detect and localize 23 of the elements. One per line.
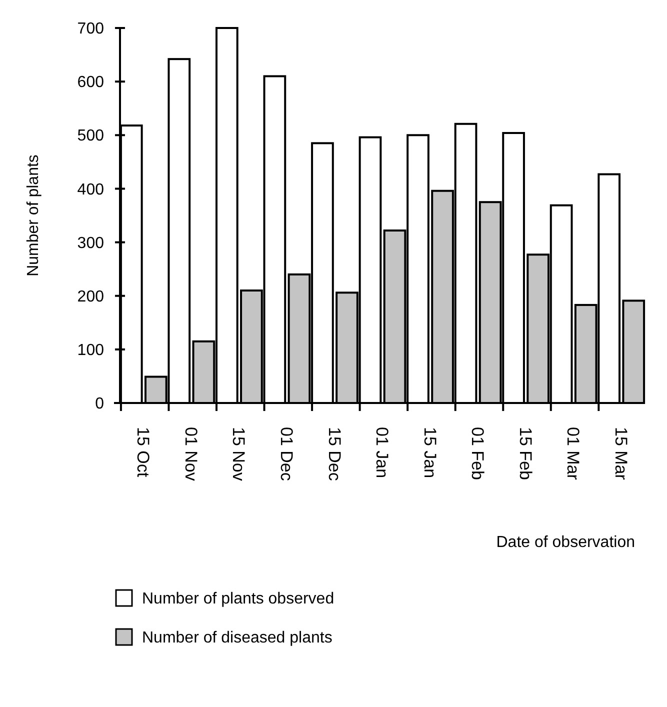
x-tick-label: 01 Jan bbox=[372, 427, 392, 478]
x-axis-title: Date of observation bbox=[496, 534, 635, 551]
y-tick-label: 200 bbox=[77, 288, 104, 306]
x-tick-label: 01 Feb bbox=[468, 427, 488, 480]
y-tick-label: 400 bbox=[77, 181, 104, 198]
y-tick-label: 0 bbox=[95, 396, 104, 413]
x-tick-label: 01 Nov bbox=[181, 427, 200, 482]
x-tick-label: 15 Nov bbox=[229, 427, 248, 482]
legend-label: Number of plants observed bbox=[142, 590, 334, 608]
x-tick-label: 15 Oct bbox=[134, 427, 153, 478]
y-axis-title: Number of plants bbox=[25, 154, 42, 276]
y-tick-label: 600 bbox=[77, 74, 104, 92]
x-tick-label: 15 Dec bbox=[324, 427, 344, 482]
x-tick-label: 15 Jan bbox=[420, 427, 440, 478]
y-tick-label: 700 bbox=[77, 20, 104, 38]
x-tick-label: 15 Mar bbox=[611, 427, 630, 480]
y-tick-label: 300 bbox=[77, 234, 104, 252]
x-tick-label: 01 Dec bbox=[277, 427, 296, 482]
x-tick-label: 01 Mar bbox=[564, 427, 583, 480]
x-tick-label: 15 Feb bbox=[516, 427, 535, 480]
legend-label: Number of diseased plants bbox=[142, 630, 332, 647]
y-tick-label: 100 bbox=[77, 342, 104, 360]
y-tick-label: 500 bbox=[77, 128, 104, 145]
